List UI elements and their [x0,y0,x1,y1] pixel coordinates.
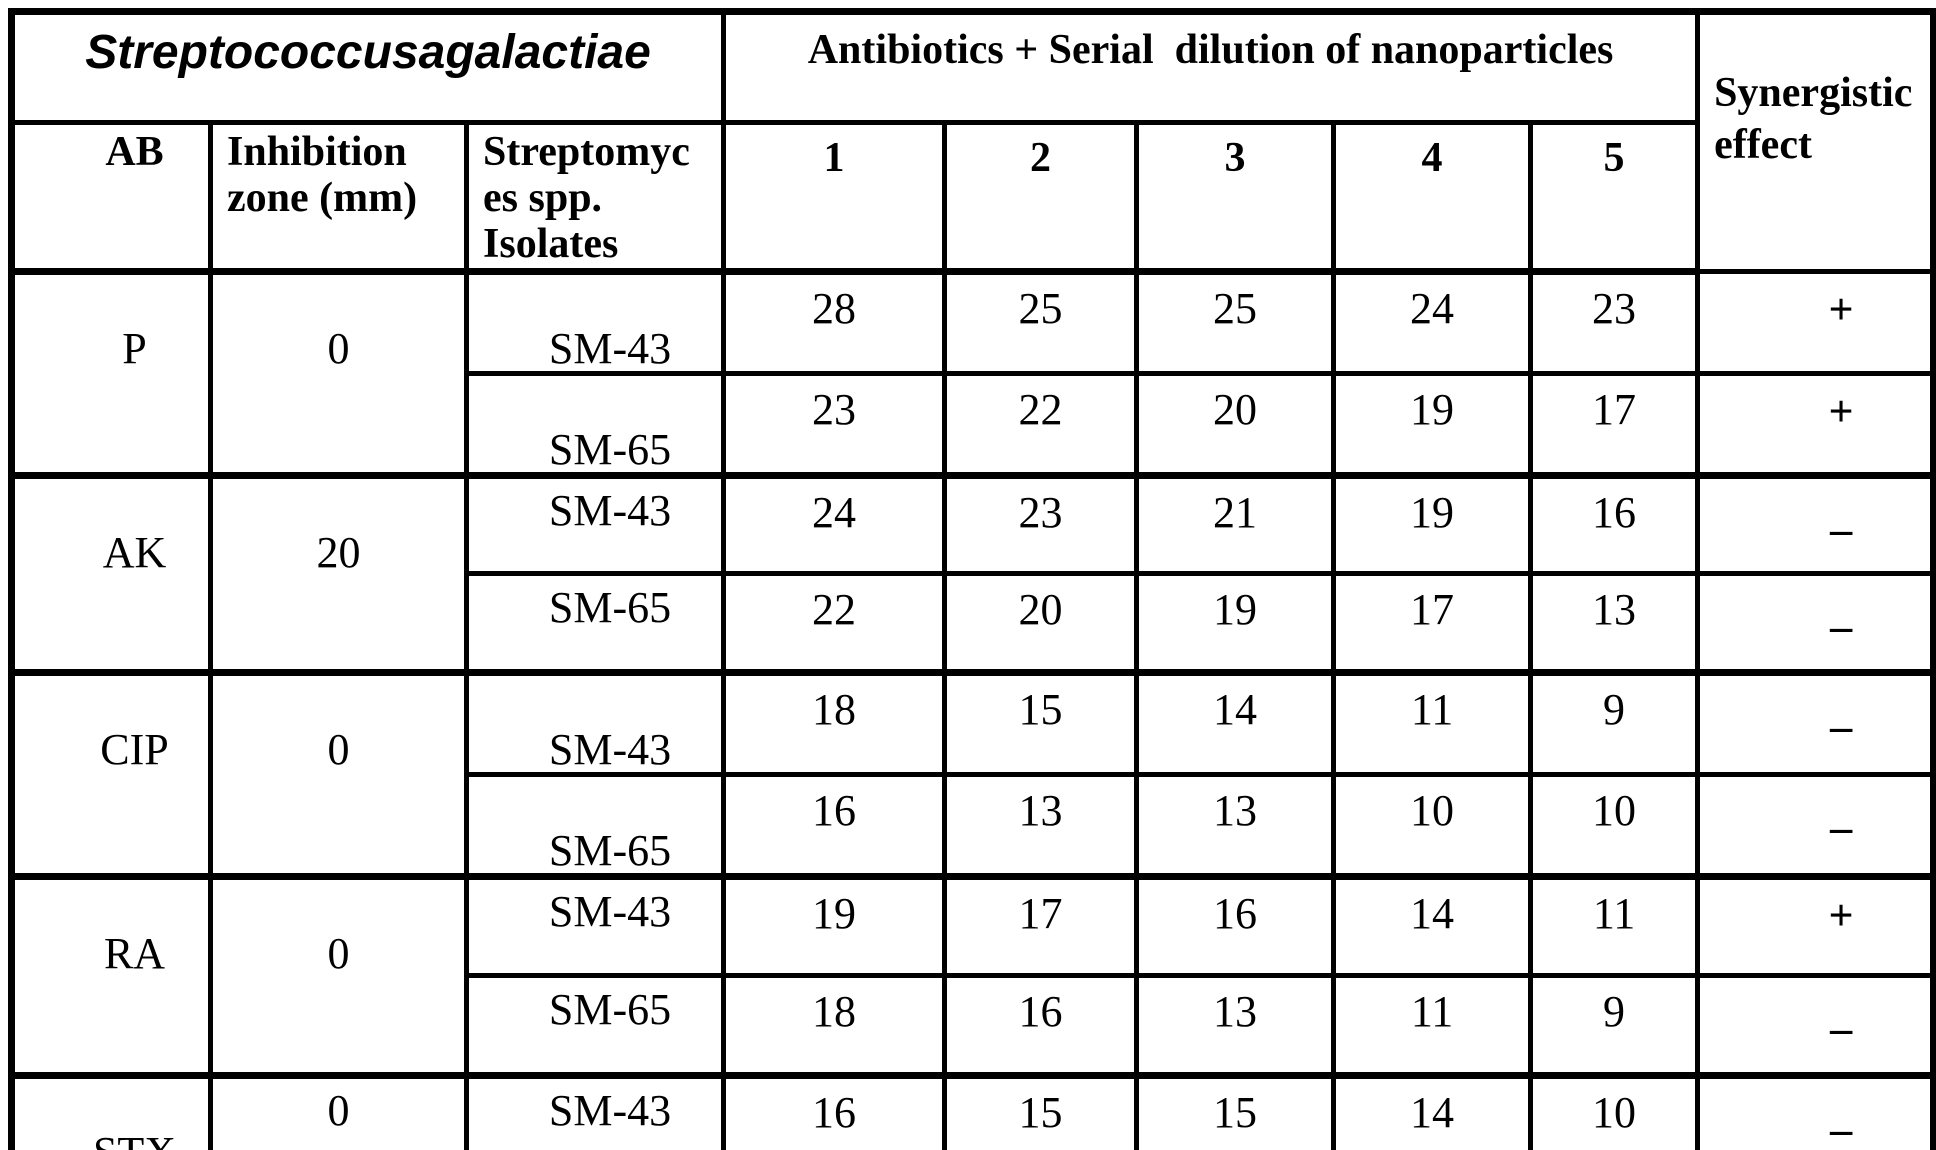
table-row: SM-65 23 22 20 19 17 + [12,370,1936,479]
col-header-dilution-1: 1 [721,120,948,275]
antibiotic-cell-cip: CIP [9,669,213,880]
value-cell: 18 [721,972,948,1079]
value-cell: 9 [1528,972,1701,1079]
synergy-results-table: Streptococcusagalactiae Antibiotics + Se… [8,8,1936,1150]
synergy-cell: _ [1695,570,1936,676]
value-cell: 19 [1331,370,1534,479]
value-cell: 14 [1331,1072,1534,1150]
value-cell: 17 [1528,370,1701,479]
table-row: SM-65 16 13 13 10 10 _ [12,771,1936,880]
value-cell: 11 [1331,669,1534,777]
value-cell: 17 [942,873,1140,978]
value-cell: 16 [1134,873,1337,978]
inhibition-zone-cell-ak: 20 [208,472,469,676]
synergy-cell: _ [1695,1072,1936,1150]
value-cell: 20 [942,570,1140,676]
synergy-cell: _ [1695,472,1936,576]
col-header-dilution-3: 3 [1134,120,1337,275]
value-cell: 24 [1331,268,1534,376]
col-header-inhibition-zone: Inhibition zone (mm) [208,120,469,275]
inhibition-zone-cell-p: 0 [208,268,469,479]
isolate-cell: SM-65 [463,370,727,479]
table-row: SM-65 22 20 19 17 13 _ [12,570,1936,676]
isolate-cell: SM-43 [463,873,727,978]
value-cell: 15 [1134,1072,1337,1150]
species-title-cell: Streptococcusagalactiae [8,9,727,125]
value-cell: 24 [721,472,948,576]
value-cell: 20 [1134,370,1337,479]
isolate-cell: SM-65 [463,972,727,1079]
value-cell: 19 [1331,472,1534,576]
col-header-dilution-5: 5 [1528,120,1701,275]
isolate-cell: SM-65 [463,771,727,880]
value-cell: 13 [942,771,1140,880]
table-row: SM-65 18 16 13 11 9 _ [12,972,1936,1079]
inhibition-zone-cell-ra: 0 [208,873,469,1079]
value-cell: 11 [1331,972,1534,1079]
value-cell: 15 [942,1072,1140,1150]
value-cell: 10 [1528,771,1701,880]
inhibition-zone-cell-stx: 0 [208,1072,469,1150]
inhibition-zone-cell-cip: 0 [208,669,469,880]
table-row: P 0 SM-43 28 25 25 24 23 + [9,268,1936,479]
antibiotic-cell-ak: AK [9,472,213,676]
antibiotic-cell-p: P [9,268,213,479]
synergy-cell: _ [1695,771,1936,880]
isolate-cell: SM-65 [463,570,727,676]
value-cell: 18 [721,669,948,777]
value-cell: 19 [1134,570,1337,676]
value-cell: 16 [721,771,948,880]
value-cell: 15 [942,669,1140,777]
value-cell: 11 [1528,873,1701,978]
synergy-cell: _ [1695,972,1936,1079]
value-cell: 16 [942,972,1140,1079]
value-cell: 25 [942,268,1140,376]
value-cell: 19 [721,873,948,978]
isolate-cell: SM-43 [463,472,727,576]
col-header-isolates: Streptomyc es spp. Isolates [463,120,727,275]
synergy-cell: + [1695,370,1936,479]
value-cell: 14 [1331,873,1534,978]
synergy-cell: + [1695,873,1936,978]
antibiotic-cell-ra: RA [9,873,213,1079]
antibiotic-cell-stx: STX [9,1072,213,1150]
value-cell: 10 [1331,771,1534,880]
value-cell: 13 [1134,771,1337,880]
value-cell: 28 [721,268,948,376]
col-header-ab: AB [9,120,213,275]
value-cell: 23 [942,472,1140,576]
value-cell: 9 [1528,669,1701,777]
antibiotics-header-cell: Antibiotics + Serial dilution of nanopar… [721,9,1701,125]
table-row: CIP 0 SM-43 18 15 14 11 9 _ [9,669,1936,880]
isolate-cell: SM-43 [463,669,727,777]
table-row: STX 0 SM-43 16 15 15 14 10 _ [9,1072,1936,1150]
value-cell: 17 [1331,570,1534,676]
value-cell: 16 [721,1072,948,1150]
value-cell: 22 [721,570,948,676]
value-cell: 13 [1134,972,1337,1079]
value-cell: 10 [1528,1072,1701,1150]
value-cell: 13 [1528,570,1701,676]
col-header-dilution-2: 2 [942,120,1140,275]
value-cell: 23 [721,370,948,479]
table-row: RA 0 SM-43 19 17 16 14 11 + [9,873,1936,1079]
isolate-cell: SM-43 [463,268,727,376]
synergy-cell: _ [1695,669,1936,777]
value-cell: 16 [1528,472,1701,576]
synergistic-header-cell: Synergistic effect [1695,9,1936,274]
value-cell: 21 [1134,472,1337,576]
value-cell: 25 [1134,268,1337,376]
value-cell: 14 [1134,669,1337,777]
isolate-cell: SM-43 [463,1072,727,1150]
value-cell: 23 [1528,268,1701,376]
col-header-dilution-4: 4 [1331,120,1534,275]
synergy-cell: + [1695,268,1936,376]
value-cell: 22 [942,370,1140,479]
table-row: AK 20 SM-43 24 23 21 19 16 _ [9,472,1936,676]
